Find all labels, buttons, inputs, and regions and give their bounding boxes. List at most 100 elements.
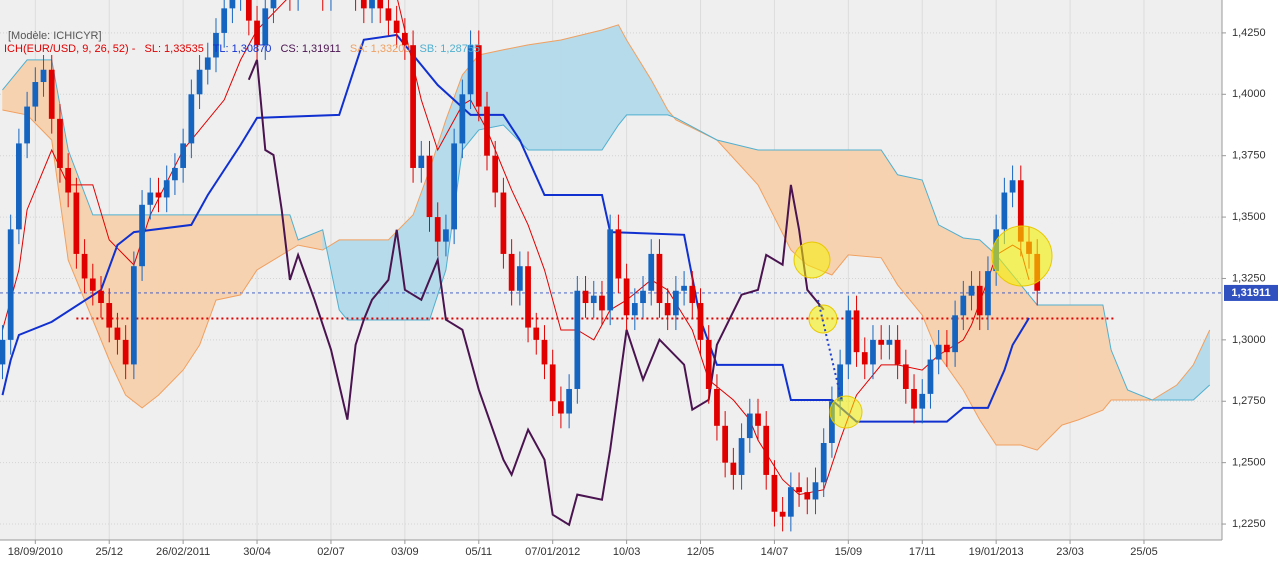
x-tick-label: 19/01/2013 <box>969 546 1024 558</box>
y-tick-label: 1,4250 <box>1232 27 1266 39</box>
candle-body <box>180 143 187 168</box>
candle-body <box>886 339 893 345</box>
candle-body <box>7 229 14 340</box>
x-tick-label: 18/09/2010 <box>8 546 63 558</box>
x-tick-label: 26/02/2011 <box>156 546 210 558</box>
candle-body <box>139 204 145 267</box>
chikou-line <box>247 59 825 527</box>
model-label: [Modèle: ICHICYR] <box>8 30 102 42</box>
y-tick-label: 1,3500 <box>1232 211 1266 223</box>
candle-body <box>254 20 260 46</box>
x-tick-label: 14/07 <box>761 546 789 558</box>
candle-body <box>779 511 786 517</box>
candle-body <box>861 352 868 365</box>
candle-body <box>245 0 252 21</box>
candle-body <box>172 167 178 181</box>
candle-body <box>902 364 909 389</box>
highlight-circle <box>829 395 863 429</box>
candle-body <box>188 94 195 144</box>
candle-body <box>656 253 663 304</box>
candle-body <box>377 0 384 9</box>
candle-body <box>533 327 540 340</box>
candle-body <box>48 69 55 119</box>
candle-body <box>730 462 737 475</box>
legend-indicator: ICH(EUR/USD, 9, 26, 52) - <box>4 43 136 55</box>
candle-body <box>755 413 761 426</box>
candle-body <box>738 438 745 475</box>
candle-body <box>40 69 47 83</box>
y-tick-label: 1,3250 <box>1232 272 1266 284</box>
cloud-segment <box>963 237 980 421</box>
price-tag <box>1224 284 1278 301</box>
y-tick-label: 1,2250 <box>1232 518 1266 530</box>
candle-body <box>746 413 753 439</box>
candle-body <box>796 487 802 493</box>
lines-layer <box>1 0 1211 527</box>
candle-body <box>114 327 121 340</box>
cloud-segment <box>1061 304 1079 426</box>
x-tick-label: 12/05 <box>687 546 715 558</box>
candle-body <box>385 8 392 21</box>
y-tick-label: 1,3000 <box>1232 334 1266 346</box>
reference-layer <box>0 292 1222 320</box>
candle-body <box>65 167 72 193</box>
candle-body <box>147 192 154 205</box>
candle-body <box>451 143 458 230</box>
candle-body <box>952 315 958 353</box>
candle-body <box>443 229 449 242</box>
candle-body <box>155 192 162 198</box>
candle-body <box>623 278 630 316</box>
candle-body <box>935 344 942 360</box>
candle-body <box>500 192 507 254</box>
x-tick-label: 23/03 <box>1056 546 1084 558</box>
cloud-segment <box>1078 304 1104 421</box>
candle-body <box>0 339 6 365</box>
candle-body <box>607 229 614 311</box>
candle-body <box>837 364 843 402</box>
candle-body <box>771 474 778 512</box>
cloud-segment <box>158 214 184 396</box>
candle-body <box>697 303 704 340</box>
candle-body <box>599 295 605 311</box>
candle-body <box>705 339 712 389</box>
candle-body <box>911 388 917 409</box>
candle-body <box>122 339 129 365</box>
candle-body <box>130 266 137 365</box>
candle-body <box>960 295 967 316</box>
candle-body <box>574 290 581 389</box>
candle-body <box>549 364 556 402</box>
x-tick-label: 17/11 <box>909 546 936 558</box>
candle-body <box>459 94 466 144</box>
candle-body <box>870 339 876 365</box>
candle-body <box>787 487 794 517</box>
candle-body <box>1001 192 1008 230</box>
candle-body <box>213 32 219 58</box>
candle-body <box>204 57 211 70</box>
candle-body <box>467 45 474 95</box>
candle-body <box>944 344 950 353</box>
candle-body <box>98 290 104 304</box>
y-tick-label: 1,4000 <box>1232 88 1266 100</box>
candle-body <box>270 0 277 9</box>
candle-body <box>820 443 827 483</box>
candle-body <box>648 253 655 291</box>
legend-sa: SA: 1,33200 <box>350 43 411 55</box>
cloud-segment <box>560 29 603 151</box>
candle-body <box>369 0 375 9</box>
price-tag-label: 1,31911 <box>1231 287 1270 299</box>
candle-body <box>393 20 400 33</box>
candle-body <box>73 192 80 254</box>
candle-body <box>689 285 696 304</box>
candle-body <box>24 106 30 144</box>
candle-body <box>262 8 269 46</box>
y-axis-background <box>1222 0 1280 562</box>
candle-body <box>985 271 991 316</box>
annotations <box>793 225 1053 429</box>
kijun-line <box>1 33 1030 423</box>
candle-body <box>492 155 499 193</box>
candle-body <box>615 229 622 279</box>
cloud-segment <box>618 24 627 126</box>
cloud-segment <box>1020 284 1038 451</box>
